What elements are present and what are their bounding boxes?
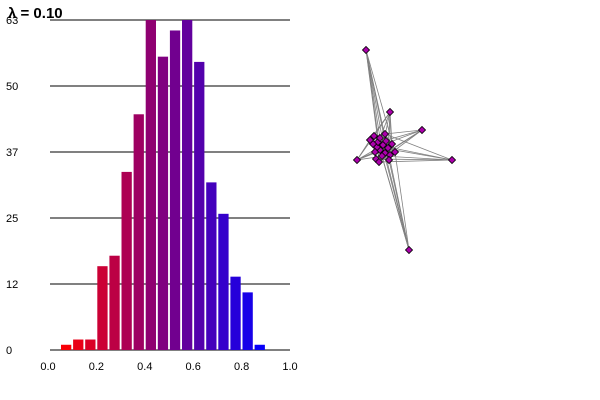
histogram-bar (242, 292, 253, 350)
histogram-bar (121, 171, 132, 350)
x-tick-label: 1.0 (282, 361, 297, 373)
network-edge (384, 133, 453, 161)
network-edge (388, 159, 410, 251)
histogram-bar (218, 213, 229, 350)
network-edges (356, 49, 453, 251)
x-tick-label: 0.6 (186, 361, 201, 373)
histogram-bar (182, 20, 193, 350)
network-node (385, 107, 395, 117)
histogram-bar (85, 339, 96, 350)
histogram-bar (133, 114, 144, 351)
network-node (404, 245, 414, 255)
histogram-bar (157, 56, 169, 351)
network-node (369, 131, 379, 141)
network-edge (394, 151, 410, 251)
network-node (352, 155, 362, 165)
histogram-bar (194, 61, 205, 351)
network-edge (365, 49, 379, 143)
y-tick-label: 50 (6, 81, 18, 93)
network-node (381, 136, 391, 146)
network-edge (378, 129, 423, 163)
network-edge (381, 155, 453, 161)
x-tick-label: 0.2 (89, 361, 104, 373)
network-node (374, 157, 384, 167)
network-node (387, 139, 397, 149)
network-node (417, 125, 427, 135)
y-tick-label: 0 (6, 345, 12, 357)
network-node (447, 155, 457, 165)
chart-title: λ = 0.10 (8, 5, 63, 22)
network-edge (389, 111, 393, 145)
histogram-bar (254, 344, 265, 350)
network-node (365, 135, 375, 145)
y-tick-label: 37 (6, 147, 18, 159)
network-node (380, 129, 390, 139)
network-node (377, 151, 387, 161)
histogram-bars (61, 20, 265, 351)
histogram-bar (169, 30, 181, 350)
x-tick-label: 0.8 (234, 361, 249, 373)
network-node (390, 147, 400, 157)
y-tick-label: 12 (6, 279, 18, 291)
network-edge (373, 111, 391, 137)
histogram-bar (230, 276, 241, 350)
y-tick-labels: 0 12 25 37 50 63 (6, 15, 18, 357)
y-tick-label: 25 (6, 213, 18, 225)
network-node (375, 133, 385, 143)
histogram-chart: 0 12 25 37 50 63 0.0 0.2 0.4 0.6 0.8 1.0 (6, 15, 298, 373)
y-tick-label: 63 (6, 15, 18, 27)
histogram-bar (206, 182, 217, 350)
network-node (383, 143, 393, 153)
network-node (370, 147, 380, 157)
histogram-bar (61, 344, 72, 350)
histogram-bar (97, 266, 108, 350)
x-tick-labels: 0.0 0.2 0.4 0.6 0.8 1.0 (40, 361, 297, 373)
network-node (384, 155, 394, 165)
network-node (361, 45, 371, 55)
network-edge (365, 49, 381, 139)
network-nodes (352, 45, 457, 255)
histogram-bar (145, 20, 156, 350)
network-graph (352, 45, 457, 255)
x-tick-label: 0.0 (40, 361, 55, 373)
network-edge (377, 141, 410, 251)
histogram-bar (109, 255, 120, 350)
x-tick-label: 0.4 (137, 361, 152, 373)
histogram-bar (73, 339, 84, 350)
